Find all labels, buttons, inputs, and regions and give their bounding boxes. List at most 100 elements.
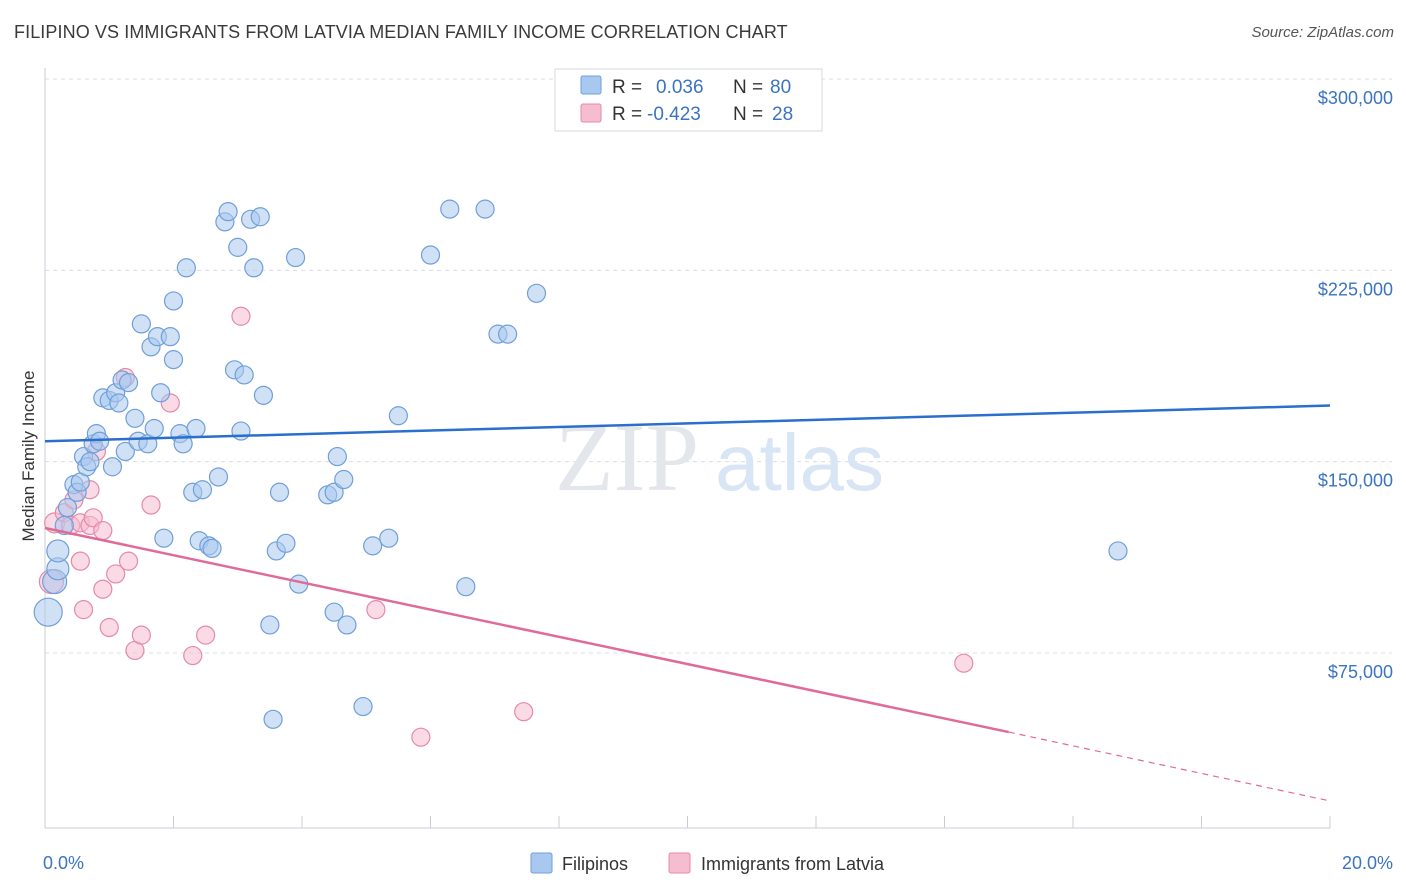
filipinos-point <box>324 482 344 502</box>
legend-n-label-filipinos: N = <box>733 77 763 98</box>
filipinos-point <box>526 283 547 303</box>
grid-lines <box>45 78 1392 654</box>
y-tick-label: $150,000 <box>1318 471 1393 491</box>
filipinos-point <box>379 528 399 548</box>
filipinos-point <box>234 365 254 385</box>
filipinos-point <box>160 327 180 347</box>
stats-legend: R = 0.036 N = 80 R = -0.423 N = 28 <box>554 68 823 132</box>
filipinos-point <box>109 393 129 413</box>
filipinos-point <box>154 528 174 548</box>
y-tick-label: $225,000 <box>1318 279 1393 299</box>
legend-swatch-latvia <box>580 103 602 123</box>
filipinos-point <box>456 577 476 597</box>
filipinos-point <box>353 696 373 717</box>
latvia-trend-line <box>44 526 1010 734</box>
filipinos-point <box>80 452 100 472</box>
latvia-points <box>38 306 974 747</box>
series-legend: Filipinos Immigrants from Latvia <box>530 852 885 874</box>
filipinos-point <box>228 237 248 257</box>
filipinos-point <box>163 291 184 311</box>
filipinos-point <box>192 480 213 500</box>
latvia-point <box>954 653 974 673</box>
filipinos-point <box>57 497 78 518</box>
trend-lines <box>44 404 1331 802</box>
watermark-atlas: atlas <box>715 418 884 507</box>
filipinos-points <box>33 199 1128 729</box>
filipinos-point <box>324 602 344 622</box>
chart-source: Source: ZipAtlas.com <box>1251 24 1394 41</box>
watermark: ZIP atlas <box>555 404 884 511</box>
legend-n-value-filipinos: 80 <box>770 77 791 98</box>
latvia-point <box>106 564 126 584</box>
filipinos-point <box>244 258 264 278</box>
filipinos-point <box>498 324 518 344</box>
latvia-point <box>196 625 216 645</box>
filipinos-point <box>285 247 306 268</box>
filipinos-point <box>202 538 222 559</box>
y-tick-label: $75,000 <box>1328 662 1393 682</box>
filipinos-point <box>151 383 171 403</box>
x-ticks <box>44 816 1331 828</box>
filipinos-point <box>334 469 354 490</box>
filipinos-point <box>176 258 196 278</box>
filipinos-point <box>276 533 296 553</box>
y-tick-labels: $75,000 $150,000 $225,000 $300,000 <box>1318 88 1393 682</box>
filipinos-point <box>90 431 110 451</box>
filipinos-point <box>102 457 123 477</box>
filipinos-point <box>253 385 274 405</box>
filipinos-point <box>250 207 270 227</box>
latvia-point <box>514 702 534 722</box>
x-tick-label-min: 0.0% <box>43 853 84 873</box>
filipinos-point <box>33 597 63 627</box>
series-legend-swatch-filipinos <box>530 852 553 874</box>
filipinos-point <box>125 408 145 428</box>
filipinos-point <box>115 441 135 462</box>
latvia-point <box>93 520 113 541</box>
filipinos-point <box>440 199 460 219</box>
filipinos-point <box>363 536 383 556</box>
latvia-point <box>70 551 90 571</box>
y-tick-label: $300,000 <box>1318 88 1393 108</box>
filipinos-point <box>327 446 347 467</box>
filipinos-point <box>173 434 193 454</box>
latvia-point <box>83 508 103 528</box>
filipinos-point <box>208 467 229 487</box>
filipinos-point <box>46 539 70 563</box>
filipinos-point <box>186 418 206 439</box>
latvia-point <box>131 625 151 645</box>
legend-r-value-latvia: -0.423 <box>647 104 701 125</box>
latvia-point <box>93 579 113 599</box>
latvia-point <box>231 306 251 326</box>
filipinos-point <box>144 418 164 439</box>
filipinos-point <box>337 615 357 635</box>
latvia-trend-extension <box>1008 731 1331 802</box>
latvia-point <box>141 495 161 515</box>
y-axis-label: Median Family Income <box>19 370 38 541</box>
series-legend-label-filipinos: Filipinos <box>562 854 628 874</box>
filipinos-point <box>475 199 495 219</box>
legend-r-value-filipinos: 0.036 <box>656 77 704 98</box>
latvia-point <box>411 727 431 747</box>
series-legend-label-latvia: Immigrants from Latvia <box>701 854 885 874</box>
legend-r-label-latvia: R = <box>612 104 642 125</box>
filipinos-point <box>231 421 251 441</box>
filipinos-point <box>260 615 280 635</box>
filipinos-point <box>118 372 139 393</box>
latvia-point <box>366 600 386 620</box>
series-legend-swatch-latvia <box>668 852 691 874</box>
filipinos-trend-line <box>44 404 1331 443</box>
filipinos-point <box>388 406 408 426</box>
filipinos-point <box>163 350 184 370</box>
latvia-point <box>99 617 119 638</box>
latvia-point <box>73 600 94 620</box>
legend-n-value-latvia: 28 <box>772 104 793 125</box>
filipinos-point <box>263 709 283 729</box>
filipinos-point <box>131 314 151 334</box>
latvia-point <box>183 645 203 666</box>
watermark-zip: ZIP <box>555 404 699 511</box>
legend-r-label-filipinos: R = <box>612 77 642 98</box>
filipinos-point <box>1108 541 1128 561</box>
chart-title: FILIPINO VS IMMIGRANTS FROM LATVIA MEDIA… <box>14 22 788 42</box>
filipinos-point <box>269 482 290 502</box>
